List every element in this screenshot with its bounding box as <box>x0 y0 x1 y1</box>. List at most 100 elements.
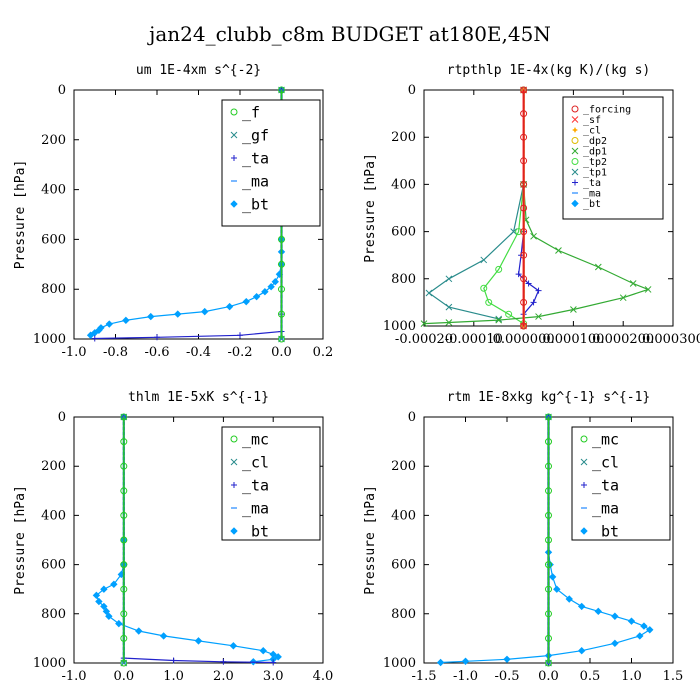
legend-item: _cl <box>580 453 619 471</box>
legend-marker <box>572 179 578 186</box>
legend-label: _tp2 <box>583 157 607 168</box>
data-point <box>105 612 113 620</box>
legend-box <box>562 96 664 220</box>
data-point <box>120 511 128 519</box>
y-tick-label: 800 <box>41 607 66 622</box>
data-point <box>242 297 250 306</box>
plot-area <box>92 413 282 667</box>
x-tick-label: 0.000100 <box>542 332 604 347</box>
data-point <box>530 299 537 306</box>
x-tick-label: 3.0 <box>263 669 284 684</box>
data-point <box>461 657 470 665</box>
x-tick-label: 0.0 <box>271 345 292 360</box>
data-point <box>640 622 648 630</box>
data-point <box>530 232 537 240</box>
legend-item: _mc <box>230 430 269 448</box>
x-tick-label: 0.0 <box>538 669 559 684</box>
data-point <box>480 256 488 264</box>
data-point <box>147 312 155 321</box>
data-point <box>120 610 128 618</box>
legend-marker <box>571 147 579 155</box>
legend-item: _forcing <box>571 105 631 116</box>
data-point <box>510 228 517 235</box>
data-point <box>520 275 528 283</box>
legend-label: _cl <box>242 453 269 471</box>
data-point <box>115 619 123 628</box>
x-tick-label: 1.0 <box>621 669 642 684</box>
data-point <box>120 413 128 421</box>
x-tick-label: 4.0 <box>313 669 334 684</box>
data-point <box>86 331 95 339</box>
legend-item: _ma <box>231 172 269 190</box>
data-point <box>485 298 493 306</box>
series-tp1 <box>425 86 527 323</box>
y-axis-label: Pressure [hPa] <box>363 153 378 263</box>
legend-item: _ma <box>581 499 619 517</box>
y-tick-label: 400 <box>41 183 66 198</box>
data-point <box>545 438 552 446</box>
x-tick-label: 1.5 <box>663 669 684 684</box>
data-point <box>120 487 128 495</box>
x-tick-label: -0.2 <box>227 345 252 360</box>
data-point <box>495 316 503 324</box>
panel-3: thlm 1E-5xK s^{-1} Pressure [hPa] -1.0 0.0 1… <box>13 390 333 684</box>
legend-label: _bt <box>583 199 601 210</box>
data-point <box>577 646 586 655</box>
data-point <box>520 251 528 259</box>
legend-item: _ta <box>572 178 601 189</box>
x-tick-label: -0.8 <box>103 345 128 360</box>
legend-item: _tp2 <box>571 157 607 168</box>
y-tick-label: 200 <box>391 130 416 145</box>
data-point <box>270 659 277 666</box>
series-tp2 <box>480 86 528 328</box>
legend-label: _gf <box>242 126 269 144</box>
legend-box <box>571 426 671 541</box>
legend-marker <box>580 435 588 443</box>
x-tick-label: 0.000000 <box>493 332 555 347</box>
y-tick-label: 800 <box>391 607 416 622</box>
legend-marker <box>230 527 238 535</box>
y-tick-label: 200 <box>41 133 66 148</box>
panel-2: rtpthlp 1E-4x(kg K)/(kg s) Pressure [hPa]… <box>363 63 700 347</box>
y-axis-label: Pressure [hPa] <box>363 485 378 595</box>
data-point <box>278 260 285 268</box>
panel-4: rtm 1E-8xkg kg^{-1} s^{-1} Pressure [hPa]… <box>363 390 683 684</box>
legend-marker <box>231 155 237 161</box>
data-point <box>120 438 128 446</box>
data-point <box>627 617 636 625</box>
legend-box <box>221 99 321 227</box>
data-point <box>520 322 528 330</box>
x-tick-label: 0.2 <box>313 345 334 360</box>
x-tick-label: -0.5 <box>494 669 519 684</box>
x-tick-label: -1.0 <box>61 345 86 360</box>
y-tick-label: 400 <box>391 177 416 192</box>
legend-marker <box>230 131 238 139</box>
data-point <box>548 573 557 581</box>
panel-1: um 1E-4xm s^{-2} Pressure [hPa] -1.0 -0.8 -0… <box>13 63 333 360</box>
legend-label: _mc <box>242 430 269 448</box>
data-point <box>545 511 552 519</box>
data-point <box>259 646 267 655</box>
legend-label: _mc <box>592 430 619 448</box>
y-tick-label: 1000 <box>383 319 416 334</box>
legend-label: _f <box>242 103 260 121</box>
x-tick-label: -0.00020 <box>395 332 453 347</box>
data-point <box>95 597 103 606</box>
legend-item: _ma <box>572 189 601 200</box>
data-point <box>503 655 511 664</box>
y-tick-label: 0 <box>408 410 416 425</box>
y-axis-label: Pressure [hPa] <box>13 485 28 595</box>
legend-label: _ta <box>592 476 619 494</box>
legend-marker <box>230 200 238 208</box>
legend-label: _ta <box>242 476 269 494</box>
data-point <box>545 610 552 618</box>
data-point <box>577 602 586 611</box>
data-point <box>159 632 168 640</box>
legend-item: _bt <box>230 522 269 540</box>
x-tick-label: -0.00010 <box>445 332 503 347</box>
legend-item: _dp1 <box>571 147 607 158</box>
data-point <box>520 157 528 165</box>
y-tick-label: 600 <box>41 558 66 573</box>
y-tick-label: 800 <box>391 272 416 287</box>
